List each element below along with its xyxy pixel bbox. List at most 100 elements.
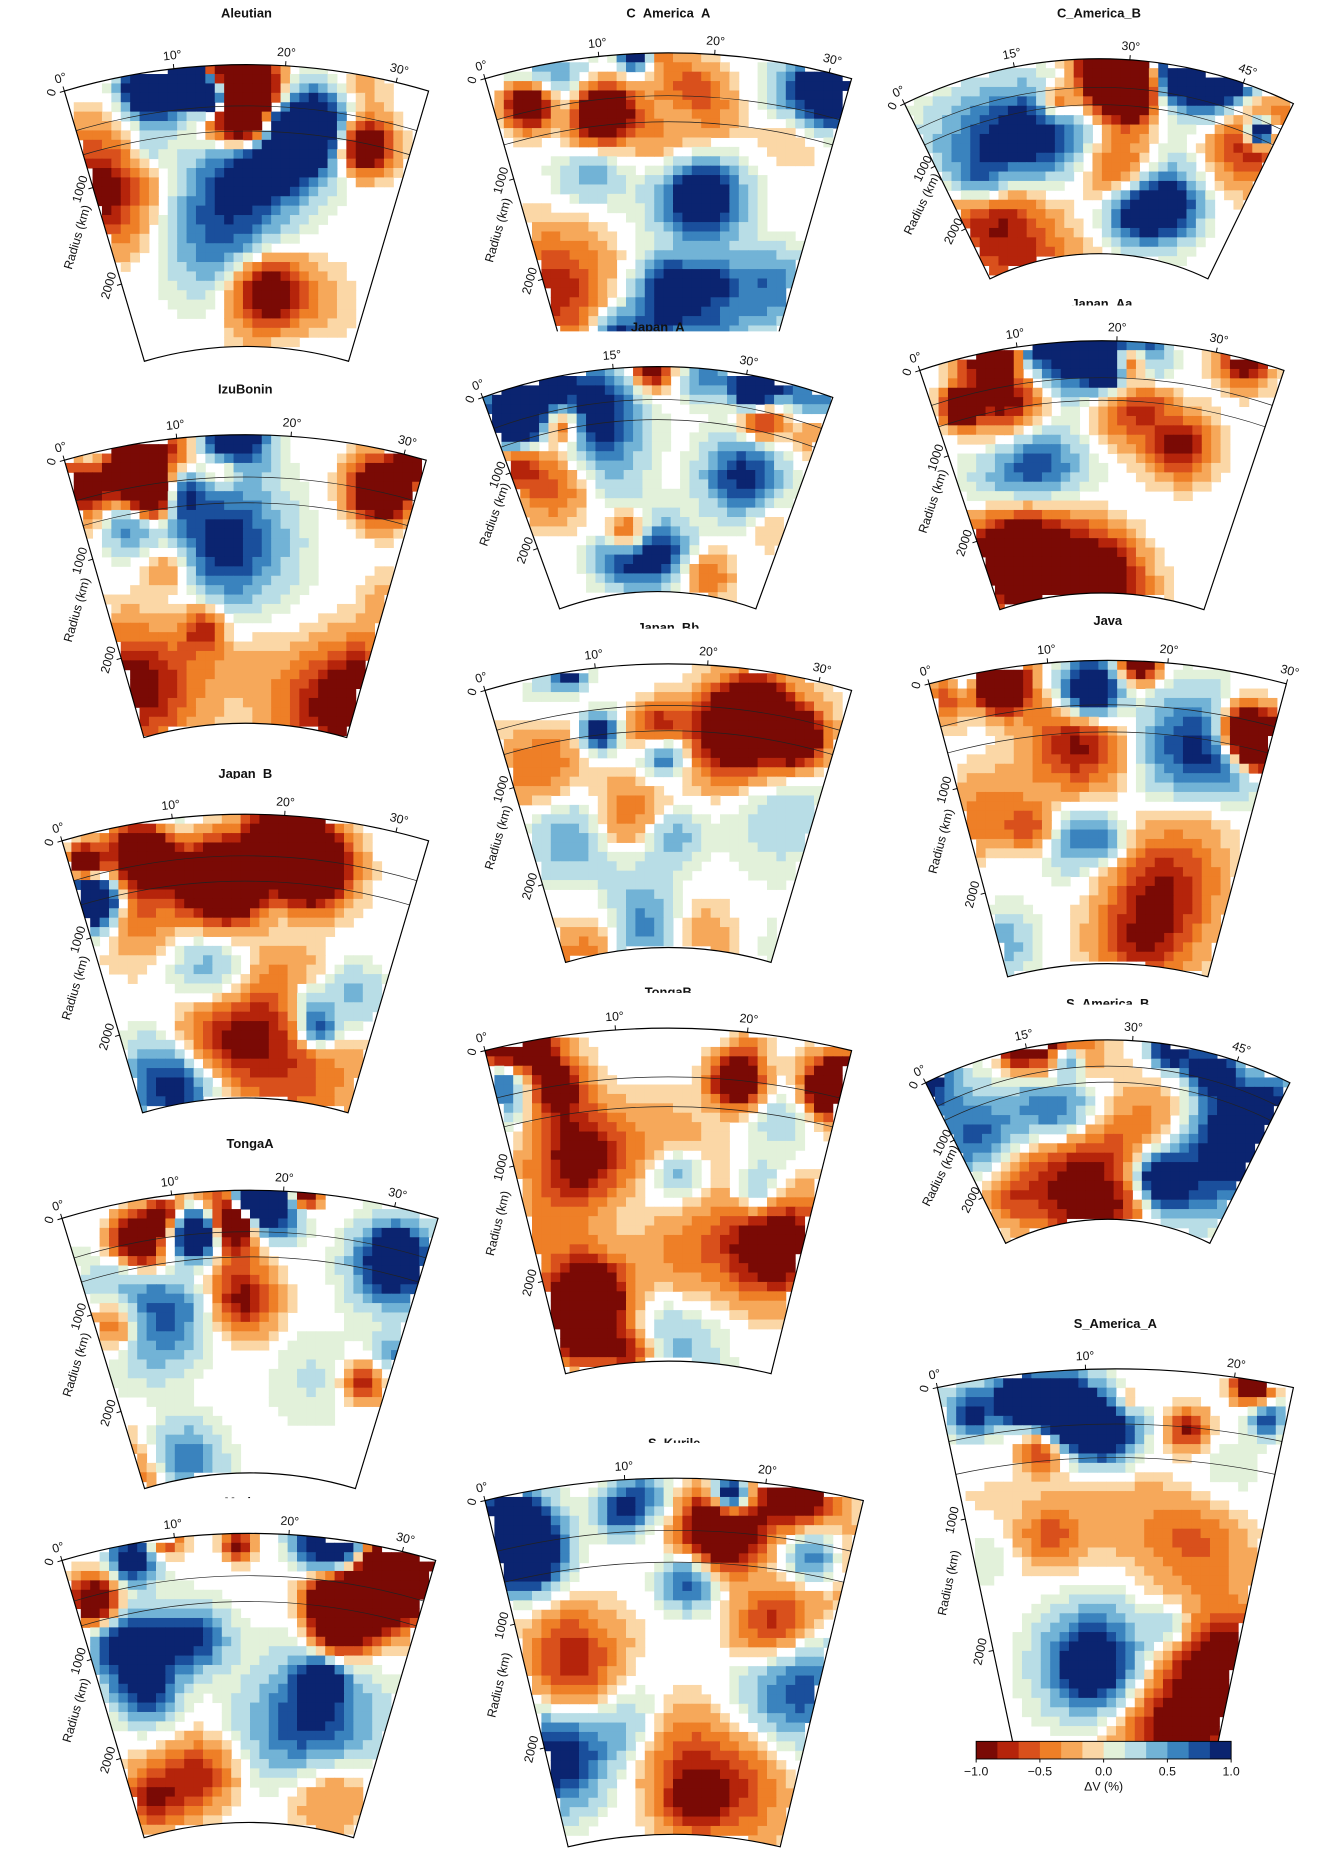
anomaly-cell xyxy=(727,376,737,386)
anomaly-cell xyxy=(252,130,262,140)
anomaly-cell xyxy=(297,1200,307,1210)
anomaly-cell xyxy=(158,234,168,244)
anomaly-cell xyxy=(337,328,347,338)
anomaly-cell xyxy=(156,1712,166,1722)
anomaly-cell xyxy=(586,376,596,386)
anomaly-cell xyxy=(177,74,187,84)
anomaly-cell xyxy=(278,1665,288,1675)
anomaly-cell xyxy=(586,404,596,414)
anomaly-cell xyxy=(158,698,168,708)
anomaly-cell xyxy=(400,1284,410,1294)
anomaly-cell xyxy=(252,187,262,197)
anomaly-cell xyxy=(548,395,558,405)
anomaly-cell xyxy=(605,442,615,452)
anomaly-cell xyxy=(205,472,215,482)
anomaly-cell xyxy=(795,90,805,100)
anomaly-cell xyxy=(243,112,253,122)
anomaly-cell xyxy=(203,899,213,909)
anomaly-cell xyxy=(250,908,260,918)
anomaly-cell xyxy=(739,269,749,279)
anomaly-cell xyxy=(168,623,178,633)
anomaly-cell xyxy=(560,119,570,129)
anomaly-cell xyxy=(196,140,206,150)
anomaly-cell xyxy=(168,224,178,234)
anomaly-cell xyxy=(654,203,664,213)
anomaly-cell xyxy=(765,423,775,433)
anomaly-cell xyxy=(288,1693,298,1703)
anomaly-cell xyxy=(353,852,363,862)
anomaly-cell xyxy=(187,196,197,206)
anomaly-cell xyxy=(224,632,234,642)
anomaly-cell xyxy=(664,222,674,232)
anomaly-cell xyxy=(316,824,326,834)
anomaly-cell xyxy=(175,1087,185,1097)
anomaly-cell xyxy=(168,689,178,699)
anomaly-cell xyxy=(259,1256,269,1266)
anomaly-cell xyxy=(335,1806,345,1816)
anomaly-cell xyxy=(290,557,300,567)
anomaly-cell xyxy=(363,1012,373,1022)
anomaly-cell xyxy=(128,1218,138,1228)
anomaly-cell xyxy=(158,557,168,567)
anomaly-cell xyxy=(297,1674,307,1684)
anomaly-cell xyxy=(194,1618,204,1628)
anomaly-cell xyxy=(262,271,272,281)
anomaly-cell xyxy=(252,206,262,216)
anomaly-cell xyxy=(224,463,234,473)
anomaly-cell xyxy=(325,1059,335,1069)
anomaly-cell xyxy=(118,1359,128,1369)
anomaly-cell xyxy=(250,1674,260,1684)
anomaly-cell xyxy=(652,376,662,386)
anomaly-cell xyxy=(344,871,354,881)
anomaly-cell xyxy=(205,196,215,206)
anomaly-cell xyxy=(271,177,281,187)
anomaly-cell xyxy=(137,1068,147,1078)
anomaly-cell xyxy=(165,1721,175,1731)
anomaly-cell xyxy=(356,93,366,103)
anomaly-cell xyxy=(353,1731,363,1741)
anomaly-cell xyxy=(158,130,168,140)
anomaly-cell xyxy=(194,1731,204,1741)
anomaly-cell xyxy=(767,137,777,147)
anomaly-cell xyxy=(375,93,385,103)
anomaly-cell xyxy=(250,1247,260,1257)
anomaly-cell xyxy=(175,1247,185,1257)
anomaly-cell xyxy=(400,1247,410,1257)
anomaly-cell xyxy=(701,90,711,100)
anomaly-cell xyxy=(391,1637,401,1647)
anomaly-cell xyxy=(325,1397,335,1407)
anomaly-cell xyxy=(250,1256,260,1266)
anomaly-cell xyxy=(271,501,281,511)
anomaly-cell xyxy=(130,253,140,263)
anomaly-cell xyxy=(231,1265,241,1275)
anomaly-cell xyxy=(184,918,194,928)
anomaly-cell xyxy=(614,404,624,414)
anomaly-cell xyxy=(278,1378,288,1388)
anomaly-cell xyxy=(288,936,298,946)
anomaly-cell xyxy=(194,1359,204,1369)
anomaly-cell xyxy=(259,1312,269,1322)
anomaly-cell xyxy=(147,1359,157,1369)
anomaly-cell xyxy=(335,1590,345,1600)
anomaly-cell xyxy=(165,1797,175,1807)
anomaly-cell xyxy=(356,177,366,187)
anomaly-cell xyxy=(786,137,796,147)
anomaly-cell xyxy=(243,290,253,300)
anomaly-cell xyxy=(222,871,232,881)
anomaly-cell xyxy=(523,81,533,91)
anomaly-cell xyxy=(224,328,234,338)
anomaly-cell xyxy=(250,955,260,965)
anomaly-cell xyxy=(177,491,187,501)
anomaly-cell xyxy=(234,224,244,234)
anomaly-cell xyxy=(281,290,291,300)
anomaly-cell xyxy=(607,137,617,147)
anomaly-cell xyxy=(281,187,291,197)
anomaly-cell xyxy=(243,510,253,520)
anomaly-cell xyxy=(241,927,251,937)
anomaly-cell xyxy=(147,1684,157,1694)
anomaly-cell xyxy=(147,955,157,965)
anomaly-cell xyxy=(184,1312,194,1322)
anomaly-cell xyxy=(607,81,617,91)
anomaly-cell xyxy=(184,1303,194,1313)
anomaly-cell xyxy=(140,707,150,717)
